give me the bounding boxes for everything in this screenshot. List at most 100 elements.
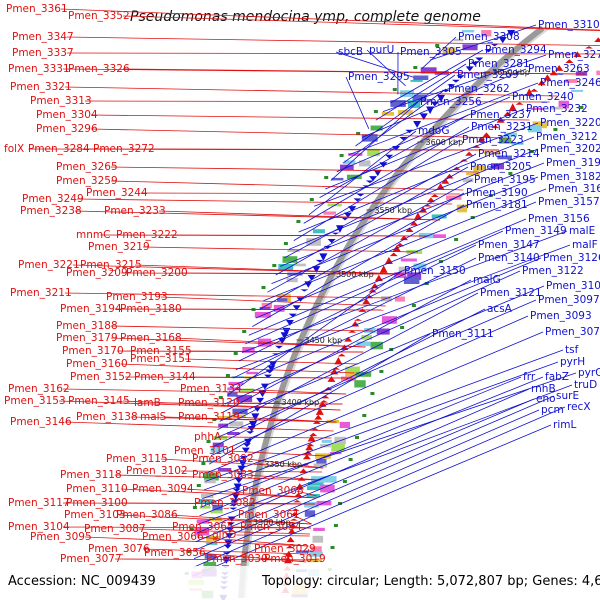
left-gene-label: Pmen_3347 [12, 31, 74, 43]
gene-arrow [515, 102, 524, 105]
feature-block [230, 414, 246, 418]
right-gene-label: Pmen_3149 [505, 225, 567, 237]
gene-arrow [430, 194, 439, 197]
leader-line [313, 122, 539, 207]
left-gene-label: Pmen_3061 [238, 509, 300, 521]
label-leader-lines [28, 8, 600, 577]
gene-arrow [530, 88, 539, 92]
leader-line [232, 402, 343, 405]
right-gene-label: Pmen_3281 [468, 58, 530, 70]
gene-arrow [293, 499, 302, 503]
feature-block [453, 38, 464, 42]
gene-arrow [275, 345, 284, 349]
right-gene-label: Pmen_3181 [466, 199, 528, 211]
feature-block [462, 44, 478, 51]
gene-arrow [337, 353, 346, 357]
left-gene-label: Pmen_3221 [18, 259, 80, 271]
feature-block [339, 421, 350, 429]
left-gene-label: Pmen_3065 [172, 521, 234, 533]
gene-arrow [222, 552, 231, 555]
left-gene-label: Pmen_3092 [192, 453, 254, 465]
tick-marker [411, 304, 416, 307]
gene-arrow [368, 288, 377, 293]
leader-line [170, 234, 429, 237]
gene-arrow [235, 472, 244, 476]
tick-marker [189, 528, 194, 531]
leader-line [207, 331, 544, 474]
gene-arrow [543, 74, 552, 81]
leader-line [228, 450, 327, 457]
feature-block [212, 436, 227, 440]
feature-block [571, 89, 584, 92]
feature-block [575, 71, 588, 76]
right-gene-label: Pmen_3310 [538, 19, 600, 31]
feature-block [481, 30, 492, 37]
leader-line [202, 372, 577, 499]
feature-block [287, 249, 300, 252]
leader-line [296, 490, 317, 497]
gene-arrow [426, 197, 435, 203]
right-gene-label: tsf [565, 344, 579, 356]
left-gene-label: phhA [194, 431, 222, 443]
feature-block [330, 452, 342, 455]
gene-arrow [246, 431, 255, 434]
leader-line [222, 279, 472, 413]
left-gene-label: Pmen_3209 [66, 267, 128, 279]
feature-block [316, 458, 327, 467]
gene-arrow [395, 242, 404, 247]
left-gene-label: Pmen_3082 [194, 497, 256, 509]
gene-arrow [231, 493, 240, 501]
feature-block [312, 229, 325, 234]
leader-line [174, 308, 384, 311]
gene-arrow [373, 169, 382, 177]
gene-arrow [343, 212, 352, 218]
leader-line [66, 36, 600, 47]
left-gene-label: Pmen_3066 [142, 531, 204, 543]
tick-marker [330, 546, 335, 549]
gene-arrow [226, 522, 235, 526]
right-gene-label: Pmen_3157 [538, 196, 600, 208]
right-gene-label: Pmen_3156 [528, 213, 590, 225]
left-gene-label: Pmen_3104 [8, 521, 70, 533]
leader-line [218, 436, 332, 439]
feature-block [229, 421, 244, 427]
leader-line [366, 49, 406, 87]
leader-line [348, 82, 539, 155]
gene-arrow [289, 518, 298, 521]
gene-arrow [491, 125, 500, 129]
topology-text: Topology: circular; Length: 5,072,807 bp… [262, 574, 600, 589]
right-gene-label: Pmen_3305 [400, 46, 462, 58]
right-gene-label: mdoG [418, 125, 449, 137]
feature-block [282, 256, 298, 263]
right-gene-label: Pmen_3231 [471, 121, 533, 133]
feature-block [466, 172, 480, 176]
tick-marker [342, 480, 347, 483]
leader-line [140, 192, 461, 195]
feature-block [497, 155, 512, 160]
feature-block [259, 306, 271, 310]
leader-line [217, 292, 479, 431]
gene-arrow [267, 365, 276, 372]
leader-line [330, 101, 419, 181]
feature-block [238, 388, 255, 393]
right-gene-label: Pmen_3140 [478, 252, 540, 264]
tick-marker [348, 458, 353, 461]
leader-line [196, 388, 530, 534]
right-gene-label: Pmen_3093 [530, 310, 592, 322]
left-gene-label: Pmen_3272 [93, 143, 155, 155]
leader-line [62, 388, 347, 395]
gene-arrow [348, 206, 357, 213]
feature-block [212, 442, 224, 448]
left-gene-label: Pmen_3155 [130, 345, 192, 357]
feature-block [345, 371, 357, 379]
leader-line [76, 198, 453, 205]
gene-arrow [232, 488, 241, 493]
leader-line [298, 136, 535, 233]
leader-line [267, 179, 473, 293]
leader-line [134, 264, 404, 275]
gene-arrow [379, 265, 388, 273]
tick-marker [261, 286, 266, 289]
left-gene-label: Pmen_3244 [86, 187, 148, 199]
gene-arrow [409, 220, 418, 226]
